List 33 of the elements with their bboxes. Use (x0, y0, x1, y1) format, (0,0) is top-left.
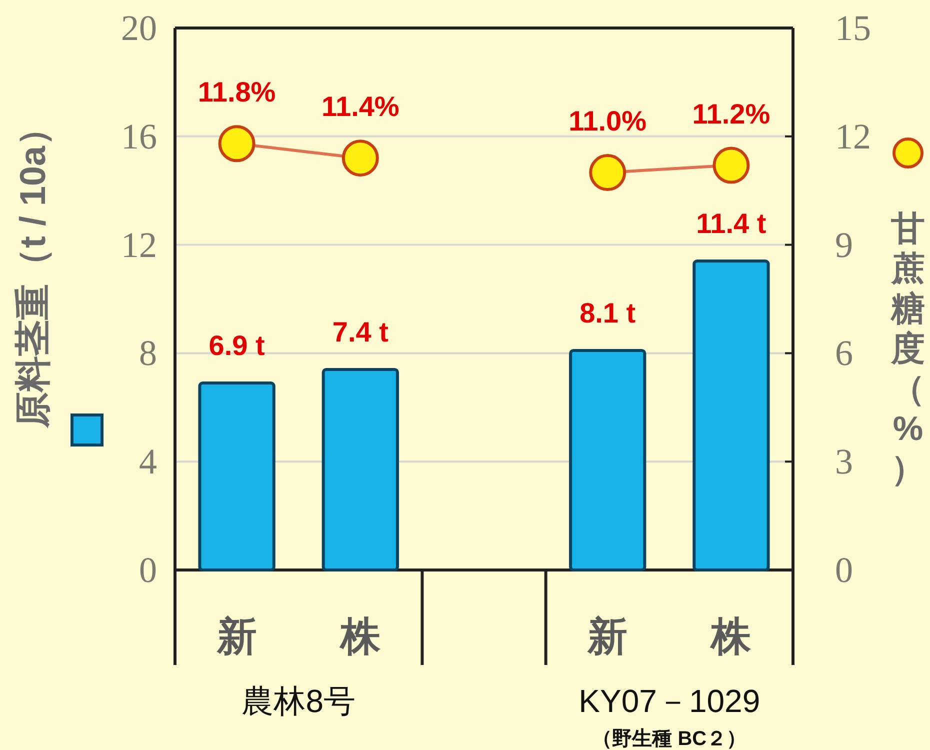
data-label: 11.2% (692, 98, 770, 130)
y-tick-label: 16 (121, 116, 157, 156)
y2-tick-label: 6 (835, 333, 853, 374)
y2-tick-label: 0 (835, 550, 853, 590)
x-tick-label: 株 (709, 615, 752, 659)
y-tick-label: 12 (121, 224, 157, 265)
data-label: 11.4% (321, 91, 400, 122)
y-tick-label: 8 (139, 333, 157, 374)
y-tick-label: 4 (139, 442, 157, 482)
text: （野生種 BC２） (592, 728, 747, 750)
bar (692, 260, 770, 572)
x-tick-label: 新 (216, 615, 257, 659)
y2-tick-label: 12 (835, 116, 871, 156)
y-tick-label: 20 (121, 8, 157, 48)
data-label: 8.1 t (580, 297, 636, 328)
x-tick-label: 株 (338, 615, 382, 659)
data-label: 6.9 t (208, 330, 265, 362)
y-tick-label: 0 (139, 550, 157, 590)
bar (198, 382, 276, 572)
text: 農林8号 (242, 683, 356, 719)
data-label: 11.0% (568, 106, 647, 137)
y-axis-title: 原料茎重（t / 10a） (12, 110, 53, 430)
text: KY07－1029 (578, 683, 760, 719)
bar (569, 348, 646, 572)
y2-axis-title: 甘蔗糖度（%） (890, 210, 925, 488)
x-tick-label: 新 (586, 615, 628, 659)
data-label: 11.8% (198, 76, 276, 108)
bar (322, 368, 399, 572)
y2-tick-label: 3 (835, 442, 853, 482)
y2-tick-label: 15 (835, 8, 871, 48)
data-label: 11.4 t (696, 208, 766, 240)
data-label: 7.4 t (332, 316, 388, 348)
y2-tick-label: 9 (835, 224, 853, 265)
